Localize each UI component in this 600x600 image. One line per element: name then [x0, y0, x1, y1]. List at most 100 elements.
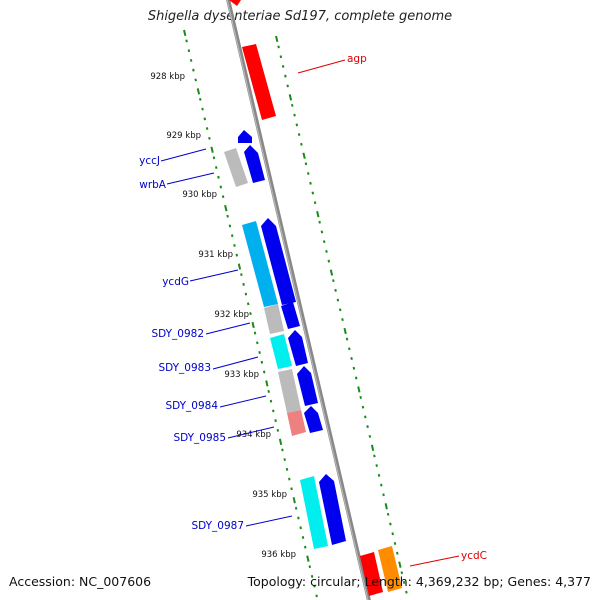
- gene-label-ycdG[interactable]: ycdG: [162, 276, 189, 288]
- scale-tick: [332, 279, 335, 283]
- scale-tick: [313, 201, 317, 205]
- scale-tick: [297, 516, 300, 520]
- scale-tick: [301, 536, 305, 539]
- scale-label: 929 kbp: [166, 131, 201, 141]
- scale-tick: [221, 195, 225, 199]
- scale-tick: [370, 444, 375, 452]
- gene-arrow-partial[interactable]: [229, 0, 241, 6]
- label-connectors: [160, 59, 460, 567]
- scale-tick: [315, 594, 318, 598]
- gene-wrbA-gray[interactable]: [224, 148, 248, 187]
- scale-tick: [300, 142, 303, 146]
- gene-SDY_0982-blue[interactable]: [281, 302, 300, 329]
- scale-tick: [373, 454, 376, 458]
- scale-label: 934 kbp: [236, 430, 271, 440]
- scale-tick: [277, 45, 280, 49]
- scale-tick: [219, 185, 223, 189]
- scale-tick: [318, 220, 321, 224]
- gene-agp[interactable]: [242, 44, 276, 120]
- gene-ycdG-lightblue[interactable]: [242, 221, 278, 307]
- scale-label: 936 kbp: [261, 550, 296, 560]
- scale-tick: [345, 337, 349, 341]
- scale-tick: [246, 302, 250, 306]
- gene-label-agp[interactable]: agp: [347, 53, 367, 65]
- scale-tick: [304, 545, 307, 549]
- scale-tick: [295, 123, 299, 127]
- scale-tick: [348, 347, 351, 351]
- gene-SDY_0983-cyan[interactable]: [270, 334, 292, 369]
- scale-tick: [316, 210, 320, 218]
- scale-tick: [224, 204, 228, 212]
- gene-label-yccJ[interactable]: yccJ: [139, 155, 160, 167]
- scale-tick: [189, 58, 193, 62]
- gene-label-ycdC[interactable]: ycdC: [461, 550, 487, 562]
- scale-tick: [299, 526, 302, 530]
- gene-ycdG-blue[interactable]: [261, 218, 296, 305]
- scale-tick: [258, 351, 261, 354]
- scale-tick: [272, 409, 275, 413]
- gene-yccJ-arrow[interactable]: [238, 130, 252, 143]
- scale-tick: [304, 162, 308, 166]
- scale-tick: [341, 318, 344, 322]
- scale-tick: [311, 191, 315, 195]
- gene-ycdC-red[interactable]: [360, 552, 383, 596]
- scale-tick: [253, 331, 257, 335]
- scale-tick: [196, 88, 201, 95]
- scale-tick: [288, 477, 291, 481]
- gene-SDY_0983-blue[interactable]: [288, 330, 308, 366]
- scale-tick: [308, 565, 312, 569]
- gene-wrbA-blue[interactable]: [244, 145, 265, 183]
- scale-tick: [292, 497, 296, 504]
- scale-tick: [306, 555, 310, 562]
- scale-tick: [405, 590, 408, 594]
- gene-label-SDY_0982[interactable]: SDY_0982: [151, 328, 204, 340]
- scale-tick: [281, 448, 284, 452]
- scale-tick: [267, 389, 270, 393]
- gene-label-SDY_0987[interactable]: SDY_0987: [191, 520, 244, 532]
- scale-tick: [386, 512, 390, 516]
- gene-SDY_0985-blue[interactable]: [304, 406, 323, 433]
- gene-SDY_0987-blue[interactable]: [319, 474, 346, 545]
- gene-SDY_0985-pink[interactable]: [287, 410, 306, 436]
- scale-tick: [194, 78, 197, 82]
- scale-tick: [290, 487, 293, 491]
- scale-tick: [313, 584, 316, 588]
- gene-ycdC-orange[interactable]: [378, 546, 402, 592]
- genome-summary-text: Topology: circular; Length: 4,369,232 bp…: [247, 574, 591, 589]
- scale-tick: [283, 458, 286, 462]
- scale-tick: [249, 312, 252, 316]
- scale-tick: [320, 230, 324, 234]
- gene-SDY_0982-gray[interactable]: [264, 304, 284, 334]
- gene-label-SDY_0984[interactable]: SDY_0984: [165, 400, 218, 412]
- scale-tick: [350, 357, 353, 360]
- gene-labels: agp yccJ wrbA ycdG SDY_0982 SDY_0983 SDY_0984 S…: [139, 53, 487, 562]
- scale-tick: [256, 341, 259, 345]
- scale-tick: [275, 35, 279, 43]
- scale-tick: [364, 415, 367, 419]
- scale-tick: [240, 273, 243, 277]
- gene-SDY_0987-cyan[interactable]: [300, 476, 328, 549]
- gene-SDY_0984-blue[interactable]: [297, 366, 318, 406]
- scale-tick: [285, 467, 289, 471]
- scale-tick: [244, 292, 248, 296]
- scale-tick: [187, 49, 191, 53]
- scale-tick: [338, 308, 342, 312]
- gene-label-SDY_0985[interactable]: SDY_0985: [173, 432, 226, 444]
- scale-tick: [382, 493, 385, 497]
- scale-tick: [357, 386, 361, 393]
- scale-tick: [183, 29, 187, 37]
- gene-label-SDY_0983[interactable]: SDY_0983: [158, 362, 211, 374]
- scale-tick: [310, 574, 314, 578]
- scale-tick: [368, 434, 372, 438]
- gene-label-wrbA[interactable]: wrbA: [139, 179, 167, 191]
- scale-tick: [352, 366, 356, 370]
- scale-tick: [361, 405, 365, 409]
- scale-tick: [359, 395, 362, 399]
- scale-tick: [228, 224, 232, 228]
- scale-tick: [380, 483, 383, 487]
- scale-tick: [334, 288, 337, 292]
- scale-tick: [396, 551, 399, 555]
- gene-SDY_0984-gray[interactable]: [278, 369, 301, 413]
